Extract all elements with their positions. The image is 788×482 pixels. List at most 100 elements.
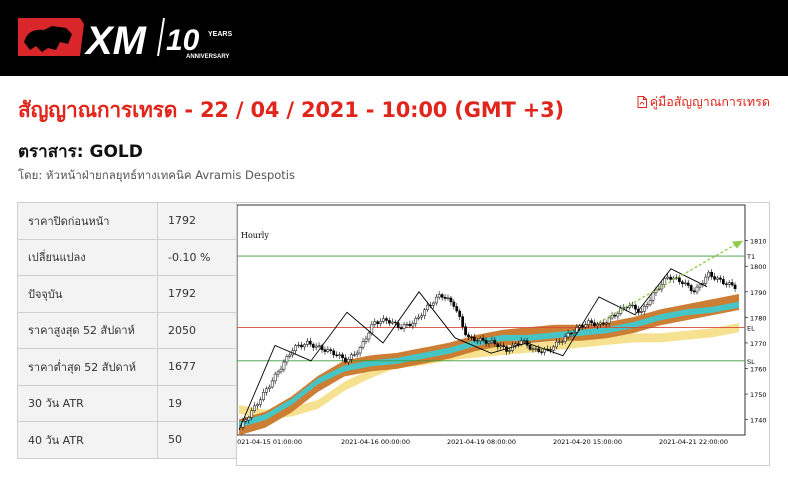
candle-body	[314, 345, 318, 348]
stat-label: ปัจจุบัน	[17, 275, 158, 313]
xm-anniversary-logo[interactable]: XM 10 YEARS ANNIVERSARY	[14, 12, 244, 62]
candle-body	[502, 345, 505, 347]
stat-value: 1792	[157, 275, 238, 313]
candle-body	[352, 354, 356, 356]
candle-body	[522, 340, 526, 342]
bull-emblem-icon	[18, 18, 84, 56]
candle-body	[423, 309, 426, 316]
candle-body	[467, 334, 470, 338]
candle-body	[598, 322, 602, 325]
candle-body	[604, 322, 608, 325]
stat-label: 30 วัน ATR	[17, 384, 158, 422]
candle-body	[704, 276, 708, 284]
candle-body	[285, 356, 289, 363]
candle-body	[306, 340, 309, 345]
candle-body	[265, 388, 268, 393]
anniversary-label: ANNIVERSARY	[186, 54, 229, 60]
candle-body	[566, 332, 570, 338]
y-tick-label: 1750	[750, 391, 767, 399]
candle-body	[382, 318, 385, 322]
candle-body	[716, 277, 719, 280]
candle-body	[414, 318, 418, 324]
candle-body	[642, 305, 646, 312]
candle-body	[613, 315, 617, 317]
candle-body	[692, 290, 696, 293]
author-line: โดย: หัวหน้าฝ่ายกลยุทธ์ทางเทคนิค Avramis…	[18, 168, 295, 182]
candle-body	[587, 320, 590, 325]
band-cyan	[239, 301, 739, 428]
candle-body	[364, 338, 368, 342]
candle-body	[508, 350, 511, 352]
candle-body	[259, 399, 262, 405]
candle-body	[511, 344, 514, 351]
candle-body	[669, 276, 672, 280]
signals-guide-label[interactable]: คู่มือสัญญาณการเทรด	[649, 94, 770, 109]
candle-body	[560, 341, 564, 343]
candle-body	[405, 323, 409, 326]
stat-value: 50	[157, 421, 238, 459]
candle-body	[610, 315, 614, 319]
candle-body	[493, 340, 497, 345]
candle-body	[590, 320, 593, 324]
x-tick-label: 2021-04-21 22:00:00	[659, 438, 728, 446]
candle-body	[710, 271, 713, 277]
candle-body	[552, 346, 555, 351]
brand-wordmark: XM	[84, 19, 148, 62]
chart-canvas: Hourly T1 EL SL 1740 1750 1760 1770 1780 1790 180…	[237, 204, 767, 446]
candle-body	[464, 326, 467, 336]
candle-body	[634, 304, 637, 310]
candle-body	[519, 340, 523, 345]
candle-body	[478, 338, 482, 341]
candle-body	[332, 350, 336, 356]
candle-body	[484, 340, 488, 344]
candle-body	[698, 284, 702, 288]
candle-body	[379, 321, 382, 325]
candle-body	[663, 278, 667, 285]
candle-body	[437, 294, 441, 298]
candle-body	[426, 304, 429, 311]
candle-body	[349, 354, 353, 360]
candle-body	[689, 285, 693, 291]
candle-body	[355, 352, 359, 355]
candle-body	[487, 341, 491, 344]
candle-body	[496, 343, 500, 348]
candle-body	[262, 392, 265, 401]
candle-body	[481, 338, 485, 341]
candle-body	[329, 349, 333, 352]
pdf-icon	[637, 96, 647, 108]
candle-body	[593, 322, 596, 327]
candle-body	[581, 325, 585, 328]
candle-body	[297, 344, 300, 347]
site-header: XM 10 YEARS ANNIVERSARY	[0, 0, 788, 76]
candle-body	[557, 341, 561, 343]
candle-body	[338, 354, 341, 357]
candle-body	[514, 343, 517, 346]
candle-body	[420, 315, 423, 318]
candle-body	[326, 349, 330, 352]
candle-body	[402, 324, 406, 330]
candle-body	[411, 323, 415, 327]
level-label: SL	[747, 358, 755, 366]
x-tick-label: 2021-04-16 00:00:00	[341, 438, 410, 446]
candle-body	[256, 404, 259, 407]
candle-body	[323, 349, 327, 352]
candle-body	[622, 306, 626, 309]
candle-body	[399, 327, 403, 330]
timeframe-label: Hourly	[241, 231, 269, 240]
stat-value: 1677	[157, 348, 238, 386]
candle-body	[695, 286, 699, 293]
candle-body	[390, 321, 394, 324]
candle-body	[408, 323, 412, 327]
candle-body	[373, 321, 377, 325]
candle-body	[686, 282, 690, 286]
candle-body	[537, 348, 541, 353]
candle-body	[417, 316, 421, 319]
instrument-name: ตราสาร: GOLD	[18, 142, 143, 162]
candle-body	[393, 321, 397, 324]
candle-body	[446, 297, 450, 300]
candle-body	[385, 318, 388, 321]
stats-row: ราคาสูงสุด 52 สัปดาห์ 2050	[17, 311, 238, 349]
stats-row: ราคาต่ำสุด 52 สัปดาห์ 1677	[17, 348, 238, 386]
stat-label: 40 วัน ATR	[17, 421, 158, 459]
signals-guide-link[interactable]: คู่มือสัญญาณการเทรด	[637, 92, 770, 112]
